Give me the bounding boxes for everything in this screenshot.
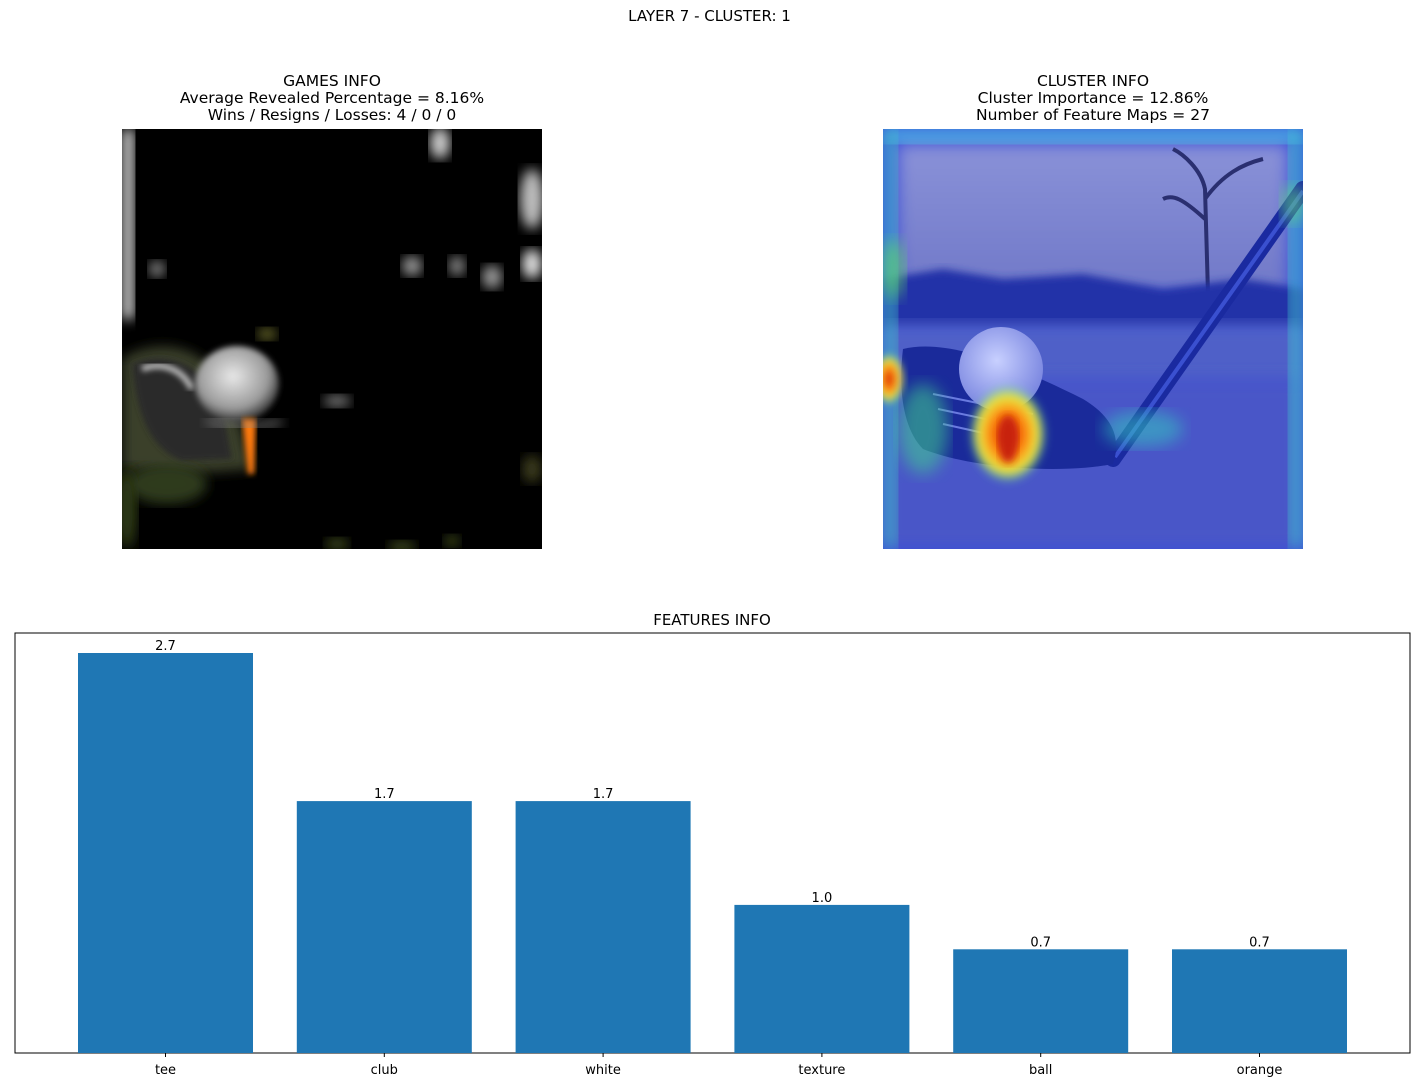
cluster-info-title-block: CLUSTER INFO Cluster Importance = 12.86%… [883,73,1303,124]
bar-value-label: 1.7 [593,787,614,802]
bar-white [515,801,691,1053]
bar-tee [78,653,253,1053]
bar-value-label: 0.7 [1249,935,1270,950]
figure-suptitle: LAYER 7 - CLUSTER: 1 [628,7,791,25]
cluster-feature-map-count: Number of Feature Maps = 27 [976,106,1210,124]
bar-club [296,801,472,1053]
bar-value-label: 2.7 [155,639,176,654]
games-masked-image [122,129,542,549]
bar-value-label: 1.0 [812,891,833,906]
cluster-info-title: CLUSTER INFO [1036,72,1150,90]
x-tick-label: texture [798,1063,845,1078]
bar-value-label: 0.7 [1030,935,1051,950]
games-info-title-block: GAMES INFO Average Revealed Percentage =… [122,73,542,124]
x-tick-label: ball [1029,1063,1052,1078]
games-info-title: GAMES INFO [283,72,381,90]
cluster-importance: Cluster Importance = 12.86% [977,89,1209,107]
chart-title: FEATURES INFO [653,611,771,629]
x-tick-label: white [585,1063,621,1078]
games-revealed-percentage: Average Revealed Percentage = 8.16% [179,89,485,107]
chart-axes-frame [14,632,1411,1054]
cluster-heatmap-image [883,129,1303,549]
games-wins-resigns-losses: Wins / Resigns / Losses: 4 / 0 / 0 [207,106,457,124]
bar-orange [1172,949,1347,1053]
bar-texture [734,904,910,1053]
bar-ball [953,949,1129,1053]
x-tick-label: tee [155,1063,176,1078]
x-tick-label: club [371,1063,398,1078]
bar-value-label: 1.7 [374,787,395,802]
x-tick-label: orange [1237,1063,1283,1078]
